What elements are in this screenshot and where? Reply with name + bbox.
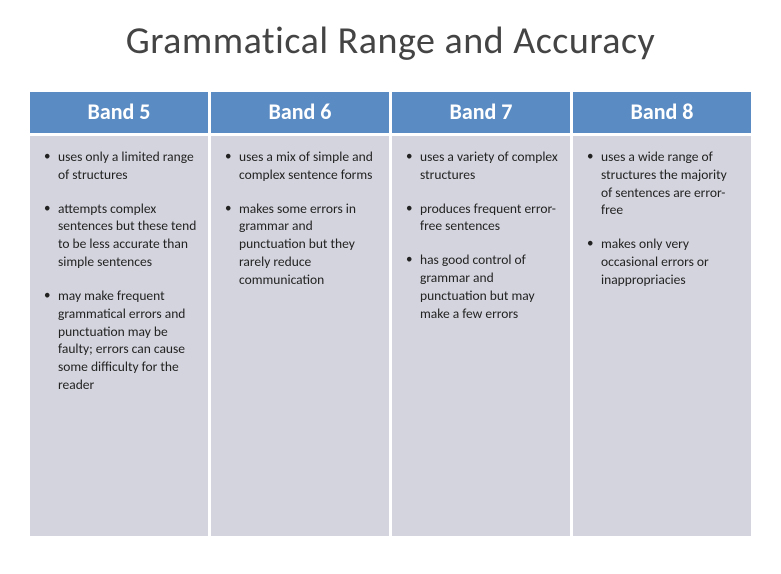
bullet-list: uses a wide range of structures the majo… bbox=[581, 148, 741, 289]
band-table: Band 5 uses only a limited range of stru… bbox=[30, 92, 751, 536]
bullet-list: uses a mix of simple and complex sentenc… bbox=[219, 148, 379, 289]
bullet-item: makes only very occasional errors or ina… bbox=[587, 235, 741, 288]
bullet-item: has good control of grammar and punctuat… bbox=[406, 251, 560, 322]
col-band-5: Band 5 uses only a limited range of stru… bbox=[30, 92, 208, 536]
col-header: Band 8 bbox=[573, 92, 751, 136]
bullet-list: uses only a limited range of structures … bbox=[38, 148, 198, 394]
bullet-list: uses a variety of complex structures pro… bbox=[400, 148, 560, 323]
col-body: uses a variety of complex structures pro… bbox=[392, 136, 570, 536]
bullet-item: makes some errors in grammar and punctua… bbox=[225, 200, 379, 289]
col-body: uses a wide range of structures the majo… bbox=[573, 136, 751, 536]
col-band-6: Band 6 uses a mix of simple and complex … bbox=[211, 92, 389, 536]
page-title: Grammatical Range and Accuracy bbox=[30, 18, 751, 64]
col-body: uses only a limited range of structures … bbox=[30, 136, 208, 536]
col-body: uses a mix of simple and complex sentenc… bbox=[211, 136, 389, 536]
bullet-item: uses a wide range of structures the majo… bbox=[587, 148, 741, 219]
col-header: Band 5 bbox=[30, 92, 208, 136]
col-band-8: Band 8 uses a wide range of structures t… bbox=[573, 92, 751, 536]
bullet-item: uses only a limited range of structures bbox=[44, 148, 198, 184]
bullet-item: uses a variety of complex structures bbox=[406, 148, 560, 184]
col-header: Band 6 bbox=[211, 92, 389, 136]
bullet-item: attempts complex sentences but these ten… bbox=[44, 200, 198, 271]
col-header: Band 7 bbox=[392, 92, 570, 136]
bullet-item: uses a mix of simple and complex sentenc… bbox=[225, 148, 379, 184]
bullet-item: produces frequent error-free sentences bbox=[406, 200, 560, 236]
col-band-7: Band 7 uses a variety of complex structu… bbox=[392, 92, 570, 536]
bullet-item: may make frequent grammatical errors and… bbox=[44, 287, 198, 394]
